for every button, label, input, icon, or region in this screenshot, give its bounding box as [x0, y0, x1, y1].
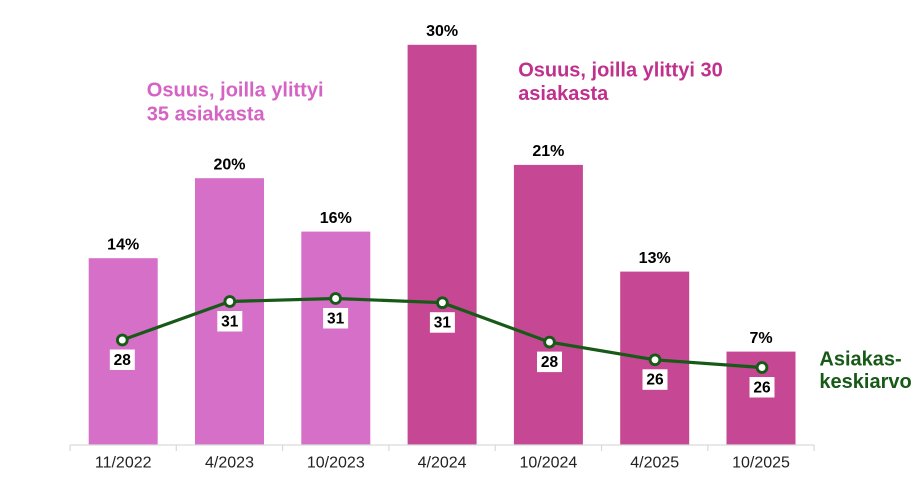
svg-text:10/2025: 10/2025	[732, 455, 790, 472]
svg-text:26: 26	[753, 379, 771, 396]
svg-text:Osuus, joilla ylittyi 30: Osuus, joilla ylittyi 30	[518, 60, 723, 82]
svg-text:4/2024: 4/2024	[418, 455, 467, 472]
svg-text:35 asiakasta: 35 asiakasta	[147, 104, 266, 126]
svg-text:keskiarvo: keskiarvo	[819, 371, 911, 393]
svg-text:14%: 14%	[107, 237, 139, 254]
svg-text:Asiakas-: Asiakas-	[819, 348, 901, 370]
svg-text:20%: 20%	[213, 157, 245, 174]
svg-text:31: 31	[327, 310, 345, 327]
svg-text:28: 28	[541, 354, 559, 371]
svg-text:28: 28	[114, 352, 132, 369]
svg-text:4/2025: 4/2025	[630, 455, 679, 472]
svg-text:Osuus, joilla ylittyi: Osuus, joilla ylittyi	[147, 80, 324, 102]
svg-text:10/2024: 10/2024	[519, 455, 577, 472]
svg-text:7%: 7%	[749, 330, 772, 347]
svg-text:21%: 21%	[532, 143, 564, 160]
svg-text:30%: 30%	[426, 23, 458, 40]
svg-text:10/2023: 10/2023	[307, 455, 365, 472]
svg-text:26: 26	[646, 372, 664, 389]
svg-text:16%: 16%	[320, 210, 352, 227]
svg-text:13%: 13%	[639, 250, 671, 267]
svg-text:11/2022: 11/2022	[95, 455, 152, 472]
svg-text:4/2023: 4/2023	[205, 455, 254, 472]
svg-text:asiakasta: asiakasta	[518, 83, 609, 105]
svg-text:31: 31	[434, 315, 452, 332]
svg-text:31: 31	[221, 313, 239, 330]
